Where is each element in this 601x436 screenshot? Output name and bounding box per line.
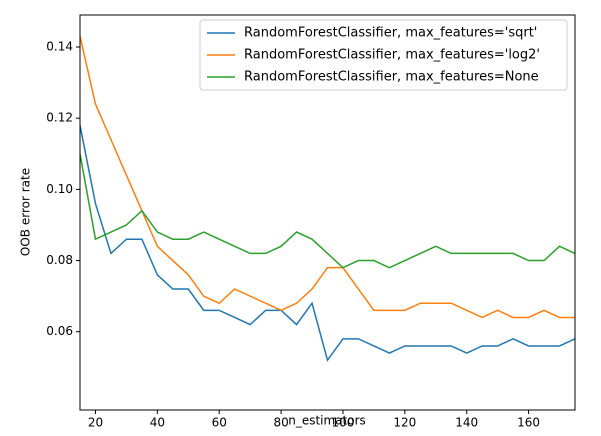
legend-label: RandomForestClassifier, max_features='sq…	[244, 26, 537, 41]
legend-label: RandomForestClassifier, max_features='lo…	[244, 48, 540, 63]
plot-lines	[80, 36, 575, 362]
x-tick-label: 80	[273, 416, 288, 430]
y-tick-label: 0.08	[46, 253, 73, 267]
legend-box	[199, 19, 568, 91]
y-tick-label: 0.10	[46, 182, 73, 196]
series-line	[80, 153, 575, 269]
y-axis-label: OOB error rate	[19, 168, 33, 256]
x-tick-label: 60	[212, 416, 227, 430]
x-tick-label: 100	[332, 416, 355, 430]
x-tick-label: 20	[88, 416, 103, 430]
y-tick-label: 0.06	[46, 324, 73, 338]
x-tick-label: 140	[455, 416, 478, 430]
x-tick-label: 160	[517, 416, 540, 430]
series-line	[80, 125, 575, 362]
x-tick-label: 120	[393, 416, 416, 430]
series-line	[80, 36, 575, 319]
x-axis-label: n_estimators	[288, 414, 366, 428]
x-tick-label: 40	[150, 416, 165, 430]
legend-label: RandomForestClassifier, max_features=Non…	[244, 70, 539, 85]
plot-frame	[79, 14, 576, 411]
y-tick-label: 0.12	[46, 111, 73, 125]
y-tick-label: 0.14	[46, 40, 73, 54]
